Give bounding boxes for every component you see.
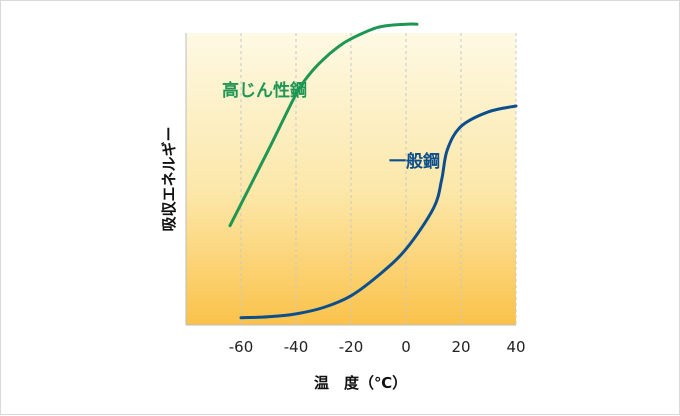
grid-lines [240,33,517,325]
x-axis-title: 温 度（℃） [314,374,407,392]
x-tick-label: 20 [451,338,470,356]
x-tick-label: 0 [401,338,411,356]
y-axis-title: 吸収エネルギー [160,126,178,231]
x-tick-label: -20 [339,338,364,356]
series-group [228,22,518,320]
x-tick-labels: -60 -40 -20 0 20 40 [229,338,526,356]
series-label-high-toughness-steel: 高じん性鋼 [222,80,307,101]
x-tick-label: -40 [284,338,309,356]
series-line-general-steel [239,104,518,320]
x-tick-label: -60 [229,338,254,356]
x-tick-label: 40 [506,338,525,356]
series-line-high-toughness-steel [228,22,419,228]
series-label-general-steel: 一般鋼 [389,151,440,172]
